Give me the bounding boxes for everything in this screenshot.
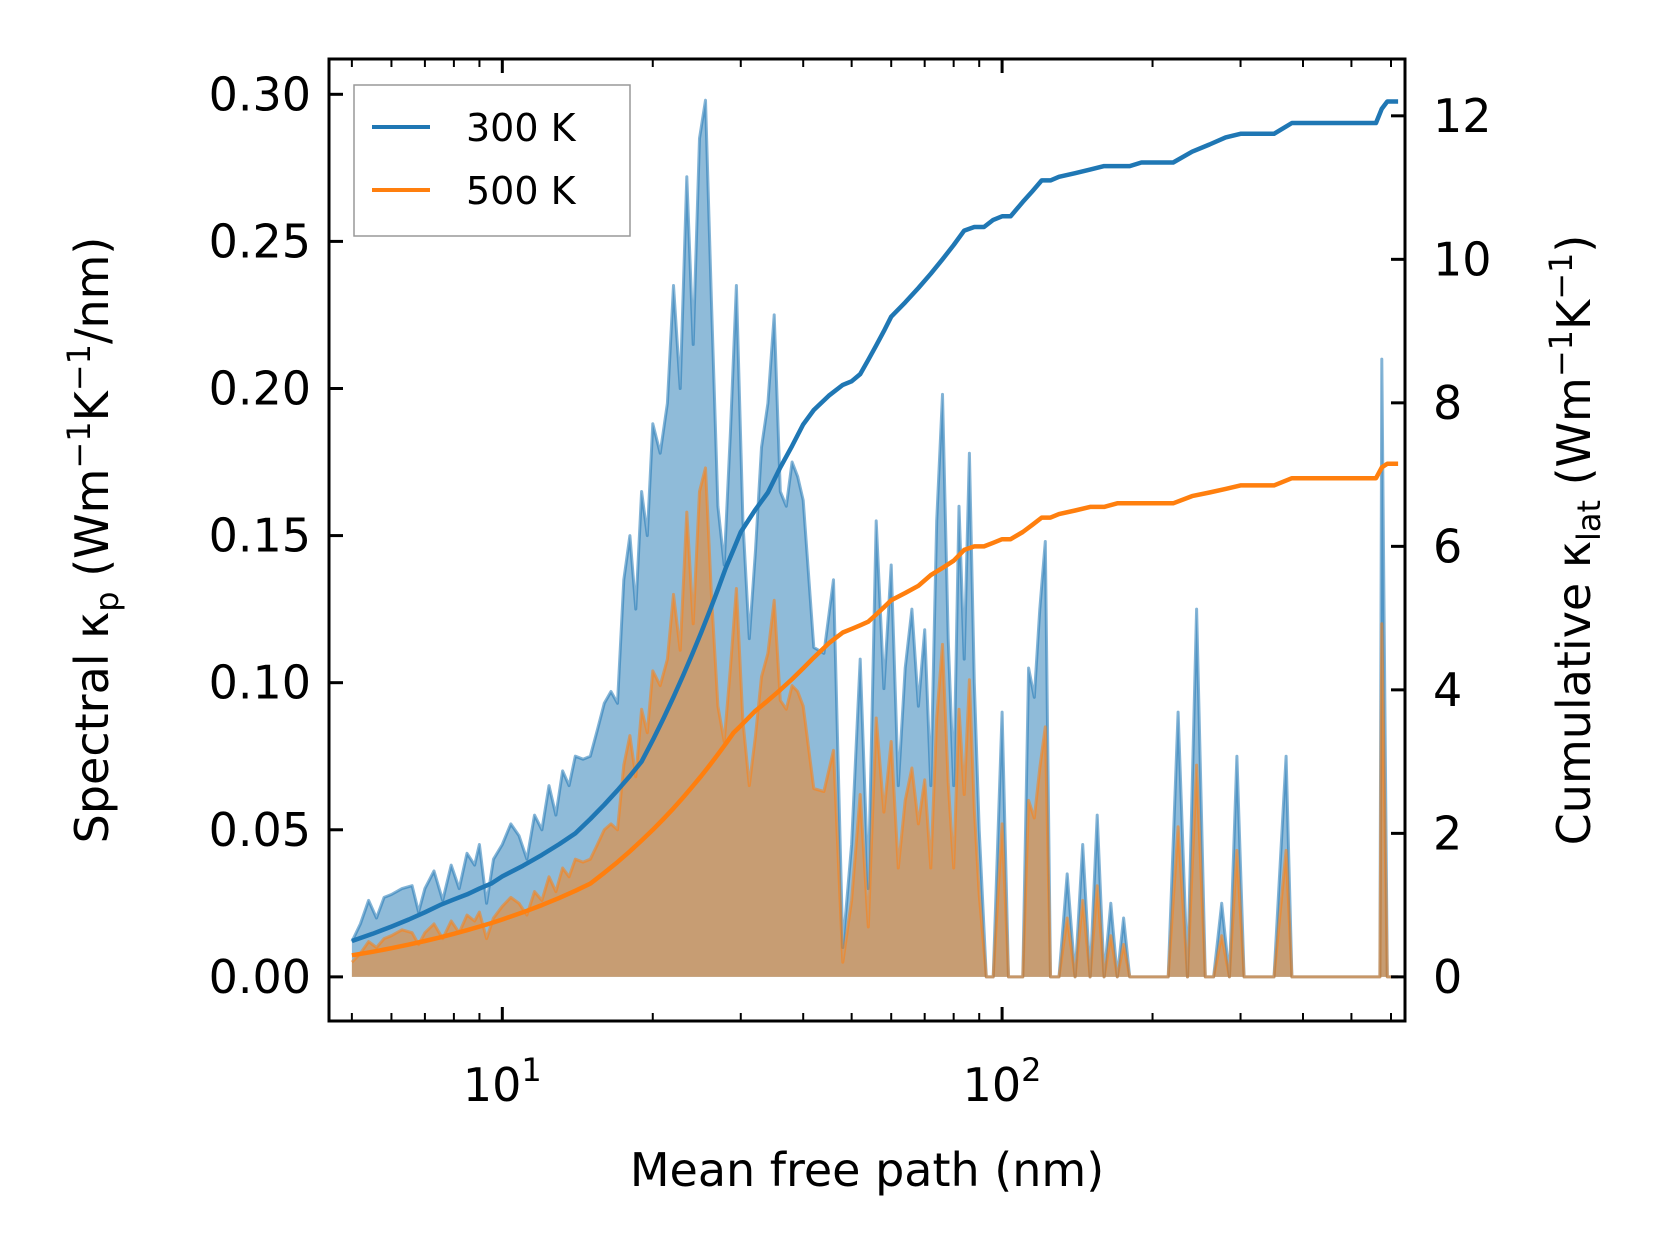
y-left-label-sup1: −1 — [60, 421, 98, 468]
axis-ticks — [329, 59, 1405, 1021]
legend-box — [353, 84, 631, 237]
y-axis-right-label: Cumulative κlat (Wm−1K−1) — [1542, 235, 1608, 846]
y-right-tick-label: 4 — [1433, 663, 1462, 717]
axis-tick-labels: 0.000.050.100.150.200.250.30024681012101… — [209, 67, 1492, 1112]
spectral-fills — [351, 100, 1399, 977]
y-right-label-sup1: −1 — [1542, 330, 1580, 377]
y-right-tick-label: 12 — [1433, 89, 1492, 143]
y-left-tick-label: 0.00 — [209, 950, 311, 1004]
y-left-label-sup2: −1 — [60, 344, 98, 391]
x-axis-label: Mean free path (nm) — [630, 1143, 1104, 1197]
x-tick-label-base: 10 — [463, 1058, 522, 1112]
y-right-label-tail: ) — [1547, 235, 1601, 253]
y-left-tick-label: 0.25 — [209, 214, 311, 268]
y-right-label-units: (Wm — [1547, 377, 1601, 500]
plot-frame — [327, 57, 1407, 1023]
x-tick-label-exp: 1 — [521, 1051, 541, 1089]
y-right-tick-label: 8 — [1433, 376, 1462, 430]
y-right-tick-label: 10 — [1433, 232, 1492, 286]
y-left-label-units: (Wm — [65, 469, 119, 592]
y-right-tick-label: 0 — [1433, 950, 1462, 1004]
spectral-area-500k — [351, 467, 1399, 977]
y-left-label-mid: K — [65, 389, 119, 421]
x-tick-label: 102 — [963, 1051, 1042, 1112]
y-left-label-main: Spectral κ — [65, 612, 119, 844]
y-left-tick-label: 0.05 — [209, 803, 311, 857]
y-left-tick-label: 0.10 — [209, 656, 311, 710]
x-tick-label: 101 — [463, 1051, 542, 1112]
y-right-label-mid: K — [1547, 298, 1601, 330]
y-left-tick-label: 0.15 — [209, 509, 311, 563]
legend-label-500k: 500 K — [466, 169, 577, 213]
y-right-label-main: Cumulative κ — [1547, 541, 1601, 845]
y-left-label-sub: p — [88, 591, 126, 611]
cumulative-line-500k — [351, 461, 1399, 958]
y-left-tick-label: 0.20 — [209, 361, 311, 415]
y-right-label-sup2: −1 — [1542, 253, 1580, 300]
cumulative-lines — [351, 99, 1399, 958]
x-tick-label-exp: 2 — [1021, 1051, 1041, 1089]
y-right-label-sub: lat — [1570, 500, 1608, 541]
y-right-tick-label: 6 — [1433, 519, 1462, 573]
legend-label-300k: 300 K — [466, 106, 577, 150]
y-left-tick-label: 0.30 — [209, 67, 311, 121]
x-tick-label-base: 10 — [963, 1058, 1022, 1112]
y-right-tick-label: 2 — [1433, 806, 1462, 860]
spectral-area-300k — [351, 100, 1399, 977]
cumulative-line-300k — [351, 99, 1399, 944]
legend: 300 K 500 K — [353, 84, 631, 237]
y-left-label-tail: /nm) — [65, 237, 119, 344]
y-axis-left-label: Spectral κp (Wm−1K−1/nm) — [60, 237, 126, 844]
